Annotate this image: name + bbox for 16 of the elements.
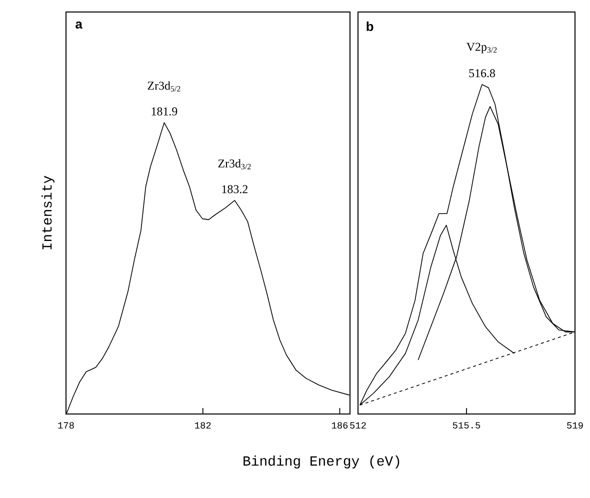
x-tick-label: 519	[567, 422, 583, 429]
annotation: 183.2	[222, 185, 248, 194]
annotation: Zr3d$_{5/2}$	[148, 81, 180, 92]
chart-title: b	[366, 22, 374, 32]
chart-title: a	[76, 22, 82, 29]
x-tick-label: 182	[195, 422, 211, 429]
x-tick-label: 186	[332, 422, 348, 429]
annotation: 516.8	[469, 69, 495, 78]
x-tick-label: 515.5	[452, 422, 480, 429]
x-tick-label: 178	[58, 422, 74, 429]
annotation: V2p$_{3/2}$	[466, 42, 497, 54]
x-axis-title: Binding Energy (eV)	[244, 455, 400, 468]
annotation: 181.9	[152, 107, 178, 116]
y-axis-title: Intensity	[41, 176, 54, 250]
annotation: Zr3d$_{3/2}$	[218, 159, 251, 170]
x-tick-label: 512	[350, 422, 366, 429]
